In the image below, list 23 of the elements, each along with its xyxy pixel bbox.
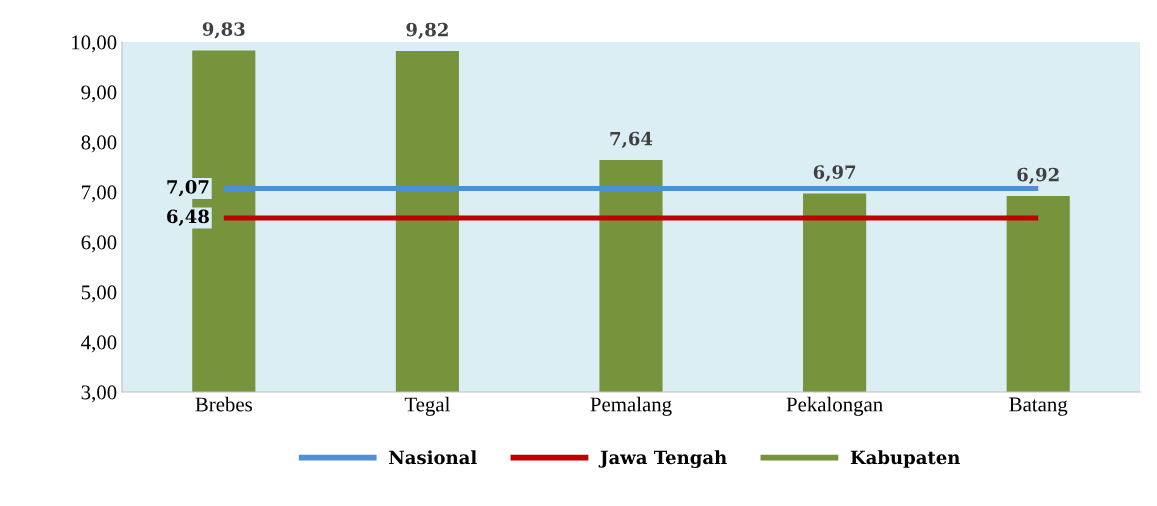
data-label: 7,07 [167,180,209,197]
x-tick-label: Tegal [404,396,450,416]
x-tick-label: Batang [1009,397,1068,416]
y-tick-label: 4,00 [81,335,117,353]
legend-label: Jawa Tengah [598,450,727,468]
data-label: 9,82 [406,22,448,40]
y-tick-label: 10,00 [72,35,117,53]
y-tick-label: 5,00 [81,285,117,303]
data-label: 6,92 [1017,167,1059,185]
data-label: 6,48 [167,209,209,226]
y-tick-label: 3,00 [81,385,117,403]
legend-label: Kabupaten [850,450,960,468]
y-tick-label: 8,00 [81,135,117,153]
x-tick-label: Pemalang [590,396,672,416]
data-label: 9,83 [202,22,245,39]
data-label: 6,97 [813,165,856,182]
data-label: 7,64 [610,131,653,149]
x-tick-label: Brebes [195,396,252,412]
y-tick-label: 9,00 [81,85,117,103]
y-tick-label: 7,00 [82,185,117,203]
x-tick-label: Pekalongan [786,396,883,416]
legend-label: Nasional [389,450,477,465]
y-tick-label: 6,00 [81,235,117,253]
